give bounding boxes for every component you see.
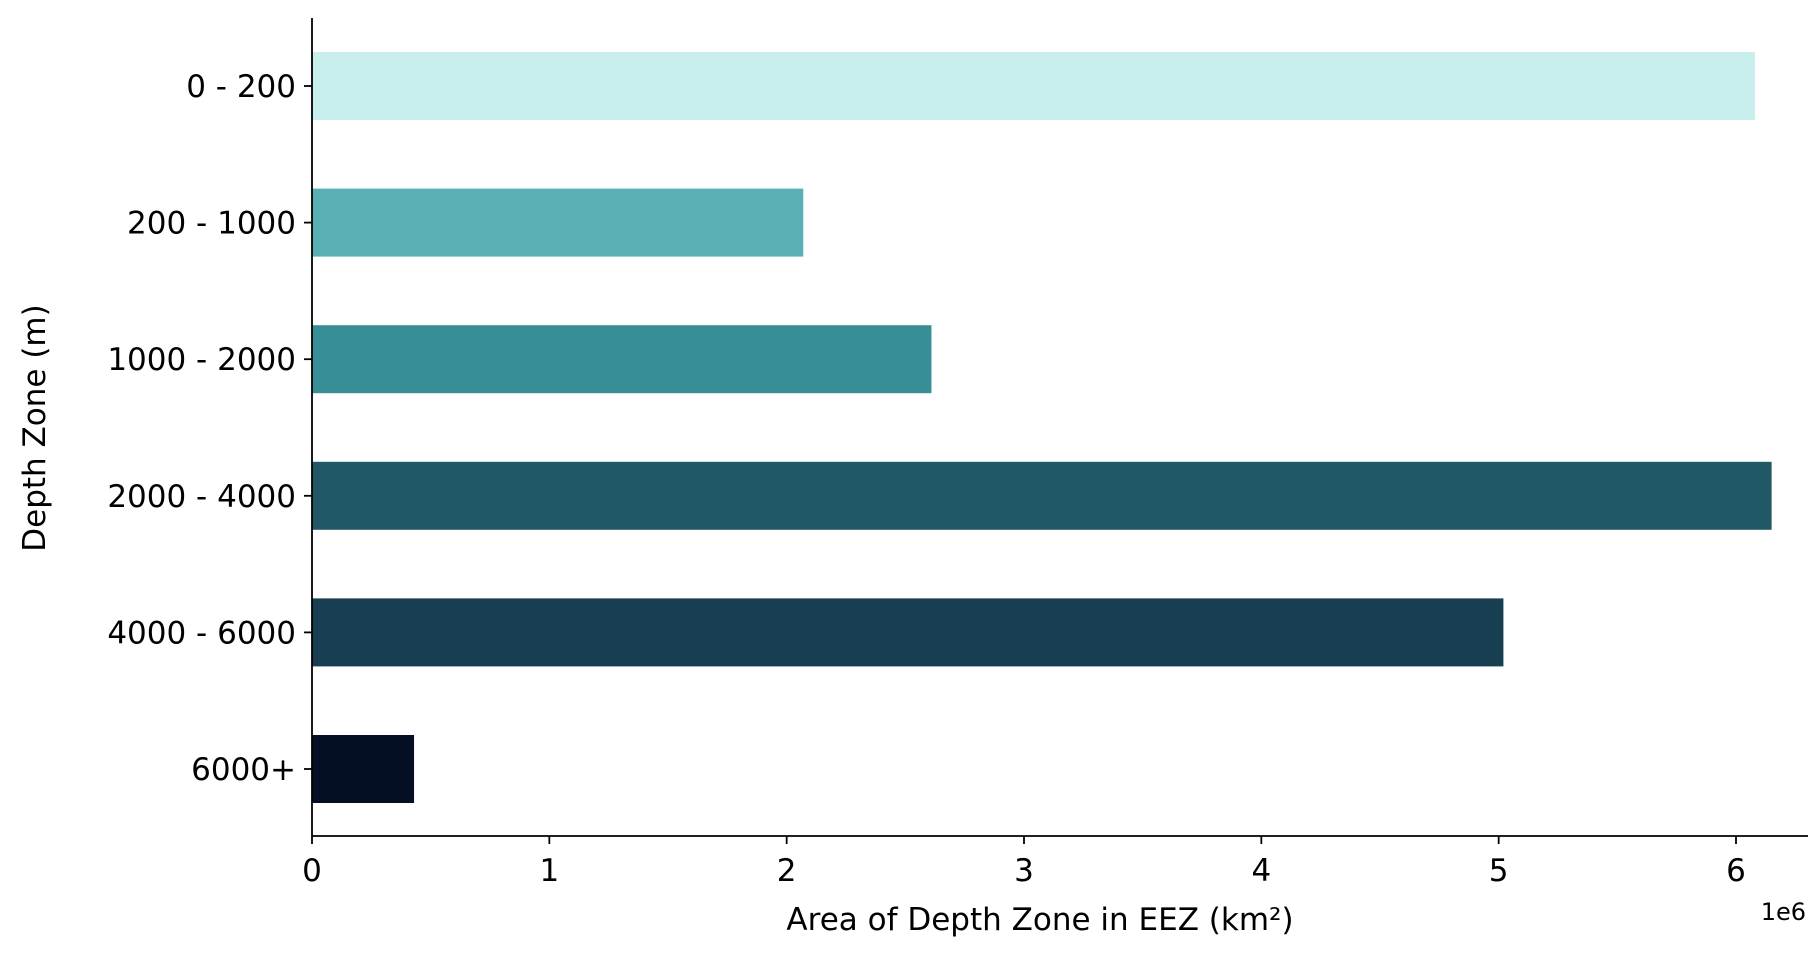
x-tick-label: 3 [1014,853,1034,889]
bar-3 [312,461,1772,530]
bar-5 [312,735,415,803]
x-tick-label: 1 [539,853,559,889]
y-tick-label: 0 - 200 [186,69,296,105]
y-tick-label: 6000+ [191,752,296,788]
y-axis-label: Depth Zone (m) [17,304,53,551]
bar-4 [312,598,1504,667]
bar-0 [312,52,1755,120]
x-tick-label: 4 [1251,853,1271,889]
y-tick-label: 2000 - 4000 [107,479,296,515]
y-tick-label: 200 - 1000 [127,206,296,242]
x-tick-label: 5 [1489,853,1509,889]
x-axis-offset-label: 1e6 [1761,898,1806,926]
y-tick-label: 1000 - 2000 [107,342,296,378]
x-axis-label: Area of Depth Zone in EEZ (km²) [786,902,1293,938]
y-tick-label: 4000 - 6000 [107,615,296,651]
y-ticks-group: 0 - 200 200 - 1000 1000 - 2000 2000 - 4000 4… [107,69,312,788]
x-tick-label: 0 [302,853,322,889]
x-ticks-group: 0 1 2 3 4 5 6 [302,836,1746,889]
bar-1 [312,188,804,257]
bar-2 [312,325,932,394]
x-tick-label: 2 [777,853,797,889]
bars-group [312,52,1772,803]
x-tick-label: 6 [1726,853,1746,889]
